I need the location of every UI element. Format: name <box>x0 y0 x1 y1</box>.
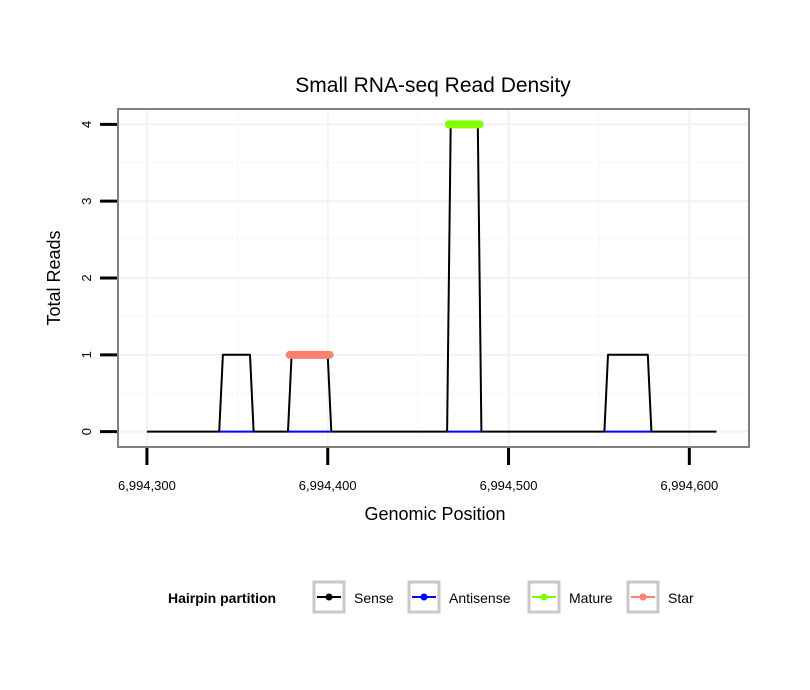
x-tick-label-1: 6,994,400 <box>299 478 357 493</box>
x-tick-label-2: 6,994,500 <box>480 478 538 493</box>
legend-label-antisense: Antisense <box>449 590 511 606</box>
x-axis: 6,994,300 6,994,400 6,994,500 6,994,600 <box>118 448 718 493</box>
x-tick-label-3: 6,994,600 <box>660 478 718 493</box>
y-axis-title: Total Reads <box>44 230 64 325</box>
legend-label-star: Star <box>668 590 694 606</box>
legend-items: Sense Antisense Mature Star <box>312 580 694 614</box>
legend-key-point-star <box>639 593 647 601</box>
chart-title: Small RNA-seq Read Density <box>295 74 571 97</box>
y-tick-label-1: 1 <box>79 351 94 358</box>
legend-title: Hairpin partition <box>168 590 276 606</box>
x-axis-title: Genomic Position <box>364 504 505 524</box>
y-tick-label-4: 4 <box>79 121 94 128</box>
plot-series <box>146 120 717 433</box>
legend: Hairpin partition Sense Antisense Mature St… <box>168 580 694 614</box>
y-axis: 0 1 2 3 4 <box>79 121 117 435</box>
series-sense-line <box>146 123 717 433</box>
legend-key-point-sense <box>325 593 333 601</box>
y-tick-label-2: 2 <box>79 274 94 281</box>
y-tick-label-0: 0 <box>79 428 94 435</box>
y-tick-label-3: 3 <box>79 198 94 205</box>
legend-key-point-mature <box>540 593 548 601</box>
x-tick-label-0: 6,994,300 <box>118 478 176 493</box>
plot-panel-border <box>117 108 750 448</box>
legend-label-sense: Sense <box>354 590 394 606</box>
legend-key-point-antisense <box>420 593 428 601</box>
legend-label-mature: Mature <box>569 590 613 606</box>
